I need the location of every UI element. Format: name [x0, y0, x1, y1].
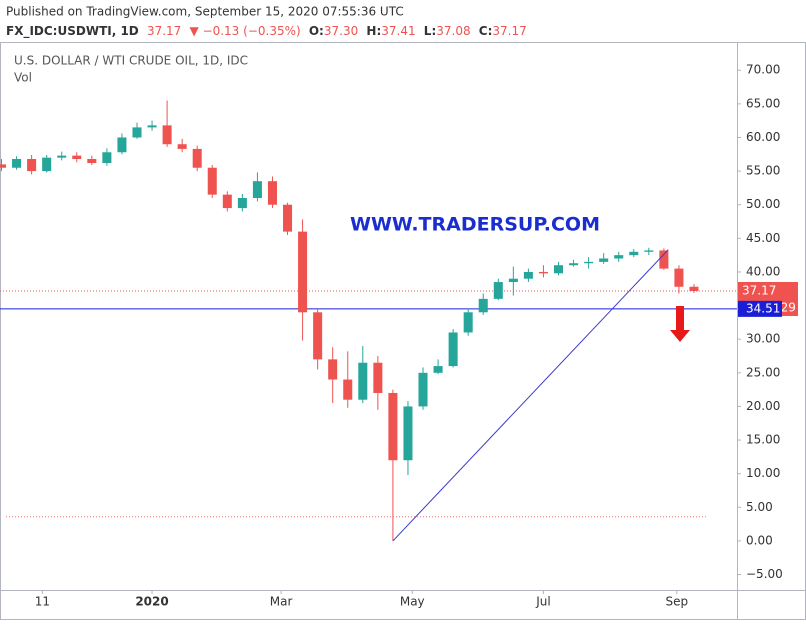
candle-body [222, 194, 232, 209]
candle-body [252, 181, 262, 198]
h-label: H: [366, 24, 381, 38]
candle-body [388, 392, 398, 461]
last-price-label: 37.17 [742, 283, 776, 297]
published: Published on TradingView.com, September … [6, 5, 404, 19]
change: ▼ −0.13 (−0.35%) [190, 24, 301, 38]
y-tick-label: 65.00 [746, 96, 780, 110]
candle-body [102, 152, 112, 164]
candle-body [283, 204, 293, 232]
y-tick-label: 45.00 [746, 231, 780, 245]
candle-body [403, 406, 413, 461]
candle-body [629, 251, 639, 256]
candle-body [508, 278, 518, 283]
y-tick-label: 30.00 [746, 332, 780, 346]
candle-body [298, 231, 308, 313]
candle-body [0, 164, 7, 168]
candle-body [87, 158, 97, 164]
plot [0, 100, 737, 542]
candle-body [418, 372, 428, 407]
y-tick-label: 20.00 [746, 399, 780, 413]
legend-row: FX_IDC:USDWTI, 1D 37.17 ▼ −0.13 (−0.35%)… [6, 24, 527, 39]
y-tick-label: 5.00 [746, 500, 773, 514]
candle-body [463, 312, 473, 333]
candle-body [207, 167, 217, 195]
subtitle: Vol [14, 71, 32, 85]
candle-body [659, 250, 669, 269]
candle-body [523, 271, 533, 279]
candle-body [147, 125, 157, 128]
y-tick-label: 0.00 [746, 533, 773, 547]
y-tick-label: 60.00 [746, 130, 780, 144]
last: 37.17 [147, 24, 181, 38]
y-tick-label: 25.00 [746, 365, 780, 379]
candle-body [328, 359, 338, 380]
candle-body [614, 255, 624, 259]
c-label: C: [479, 24, 493, 38]
candle-body [553, 265, 564, 274]
x-tick-label: May [400, 595, 425, 609]
hline-label: 34.51 [746, 301, 780, 315]
y-tick-label: 50.00 [746, 197, 780, 211]
candle-body [192, 148, 202, 168]
o: 37.30 [324, 24, 358, 38]
l: 37.08 [436, 24, 470, 38]
hline-box [738, 300, 782, 317]
candle-body [267, 181, 277, 205]
candle-body [132, 127, 142, 138]
candle-body [313, 312, 323, 360]
x-tick-label: 2020 [135, 595, 168, 609]
chart-title: U.S. DOLLAR / WTI CRUDE OIL, 1D, IDC [14, 54, 248, 68]
candle-body [538, 271, 548, 274]
candle-body [177, 144, 187, 149]
l-label: L: [424, 24, 436, 38]
y-tick-label: 10.00 [746, 466, 780, 480]
candle-body [237, 197, 247, 209]
x-tick-label: Sep [665, 595, 688, 609]
candle-body [644, 250, 654, 252]
candle-body [478, 298, 488, 313]
y-tick-label: 70.00 [746, 63, 780, 77]
candle-body [599, 258, 609, 262]
y-tick-label: 15.00 [746, 433, 780, 447]
y-tick-label: 40.00 [746, 264, 780, 278]
h: 37.41 [381, 24, 415, 38]
candle-body [689, 286, 699, 291]
candle-body [117, 137, 127, 153]
candle-body [358, 362, 368, 400]
candle-body [343, 379, 353, 400]
candle-body [373, 362, 383, 393]
candle-body [42, 157, 52, 172]
c: 37.17 [492, 24, 526, 38]
trendline [392, 249, 669, 542]
candle-body [12, 158, 22, 168]
candle-body [674, 268, 684, 287]
candle-body [584, 261, 594, 264]
x-tick-label: 11 [35, 595, 50, 609]
o-label: O: [309, 24, 324, 38]
candle-body [72, 155, 82, 159]
x-tick-label: Mar [270, 595, 293, 609]
down-arrow [670, 306, 690, 342]
candle-body [162, 125, 172, 145]
y-tick-label: 55.00 [746, 164, 780, 178]
watermark: WWW.TRADERSUP.COM [350, 214, 600, 236]
candle-body [448, 332, 458, 367]
symbol: FX_IDC:USDWTI, 1D [6, 24, 139, 39]
candle-body [569, 263, 579, 266]
candle-body [433, 366, 443, 373]
y-tick-label: −5.00 [746, 567, 783, 581]
x-tick-label: Jul [535, 595, 550, 609]
candle-body [27, 158, 37, 172]
candle-body [493, 282, 503, 299]
candle-body [57, 155, 67, 158]
